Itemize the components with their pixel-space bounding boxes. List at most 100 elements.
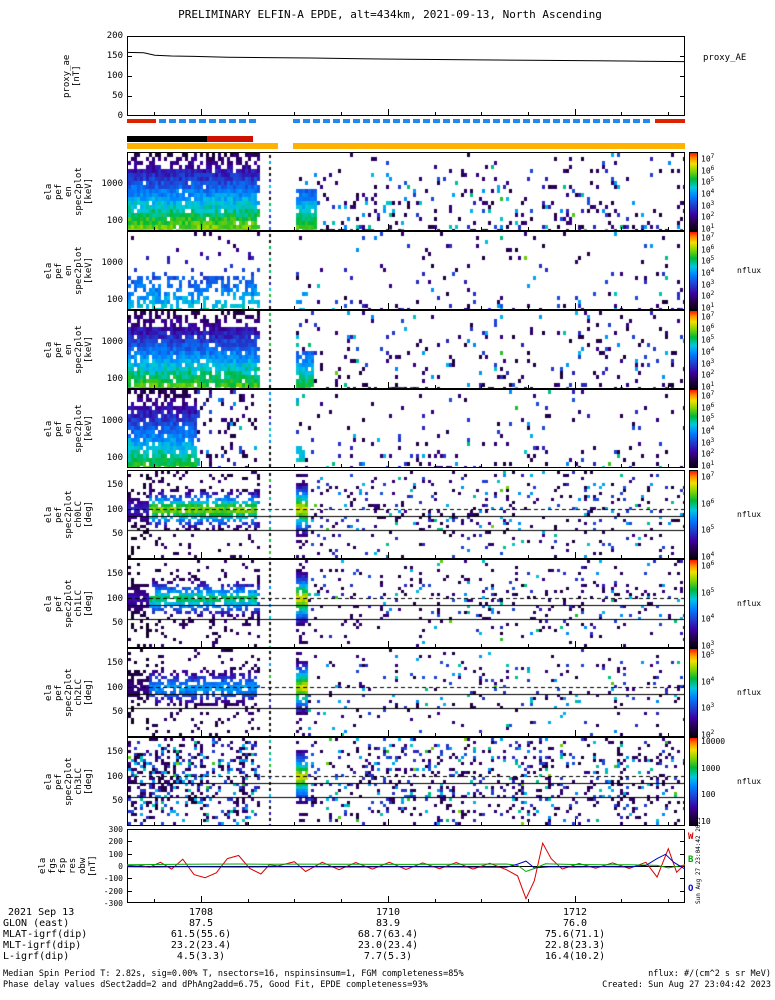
mlt-label: MLT-igrf(dip) xyxy=(3,940,82,951)
colorbar-tick-label: 106 xyxy=(701,497,715,509)
x-tick-mark xyxy=(154,385,156,388)
y-tick-label: 150 xyxy=(106,479,123,490)
colorbar-tick-label: 106 xyxy=(701,322,715,334)
x-tick-mark xyxy=(341,112,343,115)
colorbar-tick-label: 106 xyxy=(701,243,715,255)
x-tick-mark xyxy=(481,733,483,736)
mlt-value: 23.2(23.4) xyxy=(170,940,232,951)
fgm-series-letter-O: O xyxy=(688,884,694,894)
x-tick-mark xyxy=(200,382,202,388)
lshell-label: L-igrf(dip) xyxy=(3,951,70,962)
x-tick-mark xyxy=(154,227,156,230)
colorbar-3 xyxy=(689,389,698,468)
x-tick-mark xyxy=(668,555,670,558)
x-tick-mark xyxy=(574,552,576,558)
y-tick-label: 100 xyxy=(106,374,123,385)
lshell-value: 16.4(10.2) xyxy=(544,951,606,962)
xaxis-row-glon: GLON (east) 87.5 83.9 76.0 xyxy=(0,918,775,929)
x-tick-mark xyxy=(481,464,483,467)
x-tick-mark xyxy=(481,385,483,388)
colorbar-tick-label: 107 xyxy=(701,311,715,322)
y-tick-label: 50 xyxy=(112,707,123,718)
footer-spin-info: Median Spin Period T: 2.82s, sig=0.00% T… xyxy=(3,969,464,979)
colorbar-tick-label: 102 xyxy=(701,290,715,301)
colorbar-tick-label: 106 xyxy=(701,401,715,413)
x-tick-mark xyxy=(574,109,576,115)
x-tick-mark xyxy=(621,644,623,647)
colorbar-tick-label: 101 xyxy=(701,223,715,234)
x-tick-mark xyxy=(434,733,436,736)
x-tick-mark xyxy=(481,822,483,825)
x-tick-mark xyxy=(247,112,249,115)
y-tick-label: -100 xyxy=(103,874,123,884)
y-tick-label: 1000 xyxy=(101,415,123,426)
y-tick-mark xyxy=(680,76,684,77)
x-tick-mark xyxy=(481,899,483,902)
y-tick-label: 1000 xyxy=(101,336,123,347)
colorbar-tick-label: 106 xyxy=(701,164,715,176)
colorbar-tick-label: 101 xyxy=(701,381,715,392)
footer-nflux-units: nflux: #/(cm^2 s sr MeV) xyxy=(648,969,771,979)
spectrogram-frame-1 xyxy=(127,231,685,310)
x-tick-mark xyxy=(481,227,483,230)
colorbar-tick-label: 100 xyxy=(701,790,716,800)
x-tick-mark xyxy=(294,644,296,647)
x-tick-mark xyxy=(200,552,202,558)
y-tick-mark xyxy=(680,853,684,855)
y-tick-label: 100 xyxy=(106,682,123,693)
colorbar-tick-label: 10000 xyxy=(701,737,726,746)
x-tick-mark xyxy=(434,385,436,388)
mlt-value: 22.8(23.3) xyxy=(544,940,606,951)
colorbar-unit-label: nflux xyxy=(737,598,762,608)
colorbar-tick-label: 107 xyxy=(701,232,715,243)
plot-title: PRELIMINARY ELFIN-A EPDE, alt=434km, 202… xyxy=(178,8,602,21)
colorbar-tick-label: 103 xyxy=(701,357,715,369)
x-tick-mark xyxy=(200,303,202,309)
x-tick-mark xyxy=(387,730,389,736)
y-tick-label: 100 xyxy=(108,849,123,859)
colorbar-tick-label: 103 xyxy=(701,278,715,290)
y-tick-label: 0 xyxy=(117,111,123,121)
x-tick-mark xyxy=(341,227,343,230)
x-tick-mark xyxy=(434,899,436,902)
x-tick-mark xyxy=(668,227,670,230)
colorbar-tick-label: 106 xyxy=(701,560,715,571)
y-tick-mark xyxy=(680,841,684,843)
y-tick-label: 200 xyxy=(106,31,123,41)
x-tick-mark xyxy=(574,303,576,309)
colorbar-tick-label: 105 xyxy=(701,334,715,345)
colorbar-tick-label: 104 xyxy=(701,551,715,562)
xaxis-row-lshell: L-igrf(dip) 4.5(3.3) 7.7(5.3) 16.4(10.2) xyxy=(0,951,775,962)
x-tick-mark xyxy=(154,306,156,309)
mlt-value: 23.0(23.4) xyxy=(357,940,419,951)
xaxis-row-time: 2021 Sep 13 1708 1710 1712 xyxy=(0,907,775,918)
x-tick-mark xyxy=(387,382,389,388)
x-tick-mark xyxy=(154,899,156,902)
colorbar-1 xyxy=(689,231,698,310)
y-tick-mark xyxy=(128,853,132,855)
x-tick-mark xyxy=(294,733,296,736)
x-tick-mark xyxy=(387,552,389,558)
colorbar-unit-label: nflux xyxy=(737,509,762,519)
y-tick-label: 100 xyxy=(106,771,123,782)
x-tick-mark xyxy=(387,641,389,647)
x-tick-mark xyxy=(434,112,436,115)
proxy-axis-label: proxy_ae [nT] xyxy=(62,54,82,98)
colorbar-4 xyxy=(689,470,698,559)
x-tick-mark xyxy=(527,899,529,902)
x-tick-mark xyxy=(294,227,296,230)
x-tick-mark xyxy=(341,644,343,647)
x-tick-mark xyxy=(527,112,529,115)
footer-phase-info: Phase delay values dSect2add=2 and dPhAn… xyxy=(3,980,428,990)
x-tick-mark xyxy=(621,227,623,230)
x-tick-mark xyxy=(200,461,202,467)
x-tick-mark xyxy=(527,822,529,825)
x-tick-mark xyxy=(434,644,436,647)
date-label: 2021 Sep 13 xyxy=(8,907,75,918)
colorbar-0 xyxy=(689,152,698,231)
avail-bar-row3-seg0 xyxy=(127,143,278,149)
colorbar-5 xyxy=(689,559,698,648)
y-tick-label: 50 xyxy=(112,796,123,807)
x-tick-mark xyxy=(200,896,202,902)
